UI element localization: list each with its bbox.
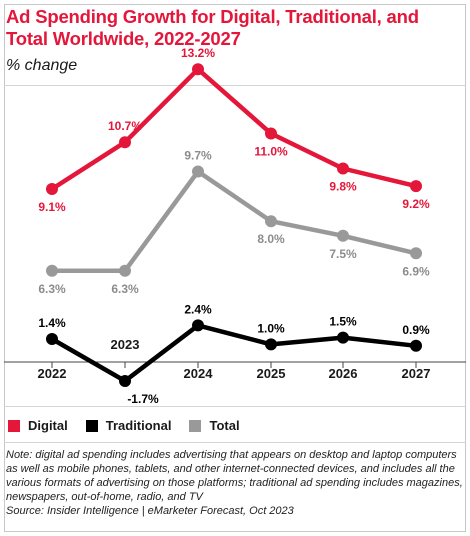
legend-label-digital: Digital xyxy=(28,418,68,433)
legend-swatch-traditional xyxy=(85,419,98,432)
traditional-line xyxy=(49,323,419,384)
x-axis: 2022 2023 2024 2025 2026 2027 xyxy=(4,337,466,381)
digital-data-label: 9.8% xyxy=(329,180,357,194)
chart-frame xyxy=(4,4,466,532)
total-point xyxy=(46,264,58,277)
legend-divider xyxy=(4,406,466,407)
legend-item-digital: Digital xyxy=(8,418,68,433)
x-tick-label: 2026 xyxy=(329,366,358,381)
x-tick-label: 2022 xyxy=(38,366,67,381)
total-point xyxy=(410,247,422,260)
source-text: Source: Insider Intelligence | eMarketer… xyxy=(6,505,294,517)
legend-item-traditional: Traditional xyxy=(85,418,172,433)
traditional-data-label: 1.4% xyxy=(38,316,66,330)
digital-point xyxy=(337,162,349,175)
digital-data-label: 9.2% xyxy=(402,197,430,211)
digital-data-label: 10.7% xyxy=(108,119,142,133)
traditional-point xyxy=(337,331,349,344)
chart-title: Ad Spending Growth for Digital, Traditio… xyxy=(6,6,419,49)
traditional-point xyxy=(265,338,277,351)
series-lines xyxy=(49,66,419,384)
legend-label-traditional: Traditional xyxy=(105,418,172,433)
total-data-label: 7.5% xyxy=(329,247,357,261)
header-divider xyxy=(4,85,466,86)
traditional-point xyxy=(410,339,422,352)
digital-point xyxy=(46,183,58,195)
digital-line xyxy=(49,66,419,192)
traditional-point xyxy=(192,319,204,332)
digital-point xyxy=(119,136,131,149)
x-tick-label: 2023 xyxy=(111,337,140,352)
traditional-data-label: -1.7% xyxy=(127,392,159,406)
total-point xyxy=(265,215,277,228)
chart-subtitle: % change xyxy=(6,57,78,74)
x-tick-label: 2025 xyxy=(257,366,286,381)
traditional-data-label: 1.0% xyxy=(257,321,285,335)
legend-label-total: Total xyxy=(209,418,240,433)
legend-swatch-digital xyxy=(8,419,20,432)
traditional-point xyxy=(119,375,131,387)
digital-point xyxy=(192,63,204,76)
x-tick-label: 2024 xyxy=(184,366,214,381)
digital-data-label: 11.0% xyxy=(254,145,288,159)
total-data-label: 8.0% xyxy=(257,232,285,246)
legend: Digital Traditional Total xyxy=(8,418,258,433)
total-point xyxy=(337,229,349,242)
x-tick-label: 2027 xyxy=(402,366,431,381)
note-divider xyxy=(4,442,466,443)
total-data-label: 9.7% xyxy=(184,149,212,163)
traditional-data-label: 1.5% xyxy=(329,315,357,329)
total-data-label: 6.3% xyxy=(111,282,139,296)
legend-item-total: Total xyxy=(189,418,240,433)
traditional-point xyxy=(46,333,58,345)
line-chart: 2022 2023 2024 2025 2026 2027 6.3% 6.3% 9.7% 8.0… xyxy=(4,46,466,406)
total-point xyxy=(192,165,204,178)
total-data-label: 6.3% xyxy=(38,282,66,296)
total-data-label: 6.9% xyxy=(402,264,430,278)
chart-footnote: Note: digital ad spending includes adver… xyxy=(6,448,464,518)
total-point xyxy=(119,264,131,277)
digital-point xyxy=(410,180,422,193)
digital-point xyxy=(265,127,277,140)
traditional-data-label: 2.4% xyxy=(184,302,212,316)
total-line xyxy=(49,169,419,274)
note-text: Note: digital ad spending includes adver… xyxy=(6,449,463,503)
digital-data-label: 13.2% xyxy=(181,46,215,60)
data-labels: 6.3% 6.3% 9.7% 8.0% 7.5% 6.9% 9.1% 10.7% 13.2% 11… xyxy=(38,46,430,406)
digital-data-label: 9.1% xyxy=(38,200,66,214)
legend-swatch-total xyxy=(189,419,202,432)
data-points xyxy=(46,63,422,387)
traditional-data-label: 0.9% xyxy=(402,323,430,337)
